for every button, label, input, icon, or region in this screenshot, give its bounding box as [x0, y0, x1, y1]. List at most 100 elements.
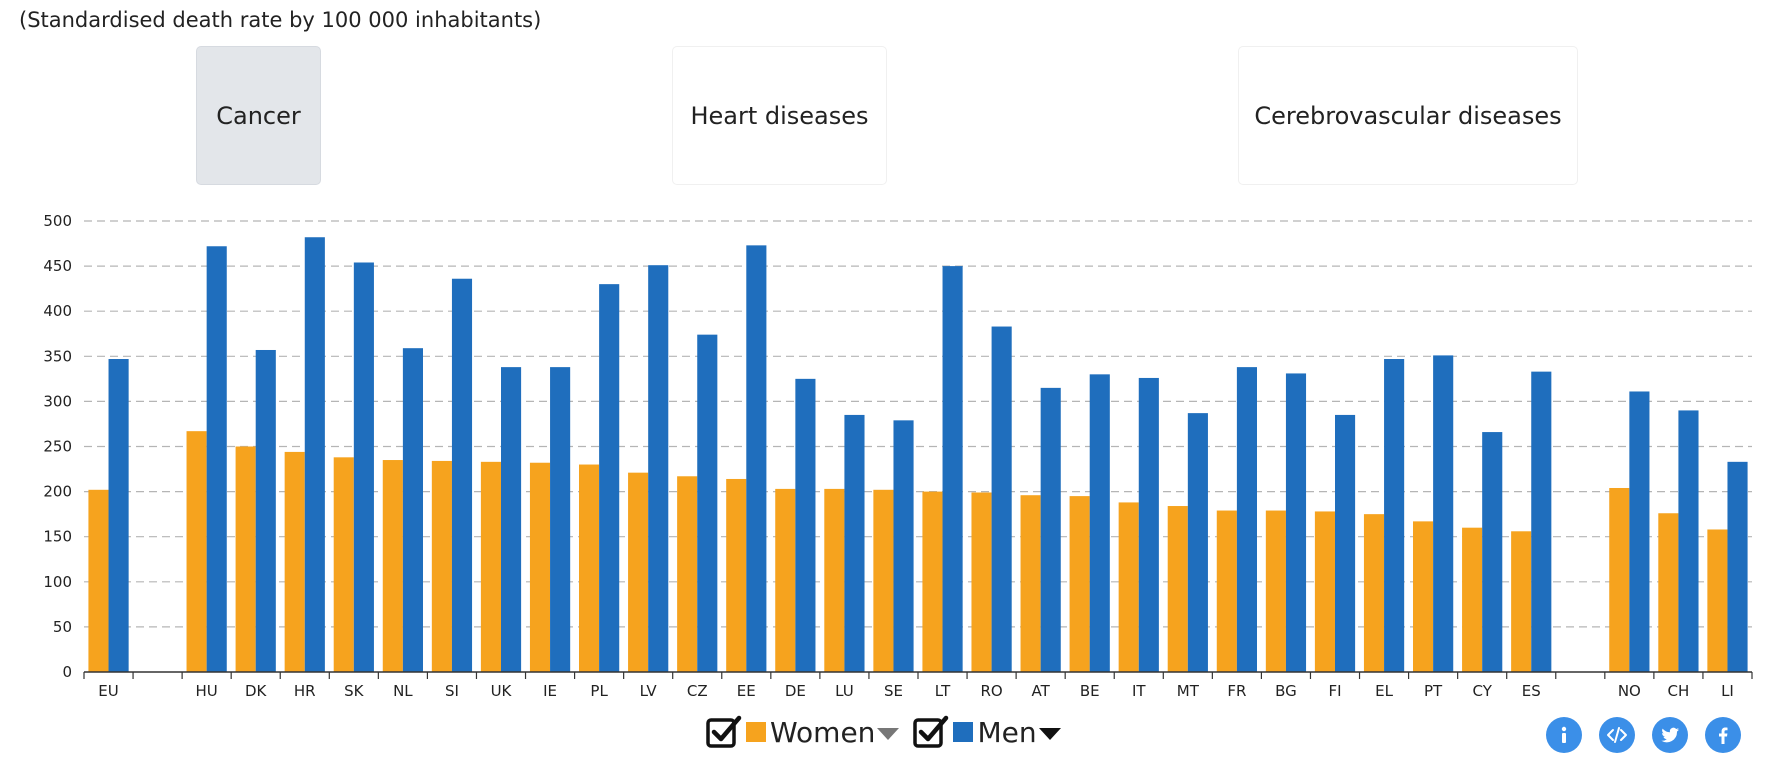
embed-icon[interactable] [1599, 717, 1635, 753]
x-tick-label: CH [1668, 682, 1690, 700]
x-tick-label: AT [1032, 682, 1051, 700]
caret-down-icon[interactable] [1038, 728, 1061, 740]
bar-men [1040, 387, 1061, 672]
y-tick-label: 150 [43, 528, 72, 546]
x-tick-label: LT [935, 682, 951, 700]
bar-women [1167, 506, 1188, 672]
checkbox-checked-icon[interactable] [706, 714, 742, 750]
bar-women [628, 472, 649, 672]
bar-men [746, 245, 767, 672]
bar-men [1187, 413, 1208, 672]
bar-men [1089, 374, 1110, 672]
bar-women [1658, 513, 1679, 672]
tab-cerebrovascular-diseases[interactable]: Cerebrovascular diseases [1238, 46, 1578, 185]
x-tick-label: EU [98, 682, 118, 700]
bar-women [971, 492, 992, 672]
y-tick-label: 400 [43, 302, 72, 320]
x-tick-label: BG [1275, 682, 1297, 700]
x-tick-label: PT [1424, 682, 1443, 700]
bar-men [1629, 391, 1650, 672]
x-tick-label: SE [884, 682, 903, 700]
legend-women-label: Women [770, 715, 876, 749]
y-tick-label: 350 [43, 347, 72, 365]
bar-men [206, 246, 227, 673]
bar-women [235, 446, 256, 672]
x-tick-label: LI [1721, 682, 1734, 700]
bar-men [1433, 355, 1454, 672]
x-tick-label: CY [1472, 682, 1492, 700]
x-tick-label: HU [196, 682, 218, 700]
x-tick-label: NO [1618, 682, 1641, 700]
bar-women [480, 461, 501, 672]
x-tick-label: MT [1177, 682, 1200, 700]
x-tick-label: LU [835, 682, 854, 700]
bar-men [402, 348, 423, 672]
x-tick-label: UK [491, 682, 513, 700]
bar-men [1531, 371, 1552, 672]
bar-women [382, 460, 403, 672]
x-tick-label: SI [445, 682, 459, 700]
bar-women [529, 462, 551, 672]
bar-women [824, 488, 845, 672]
bar-men [1384, 359, 1405, 672]
x-tick-label: NL [393, 682, 413, 700]
y-tick-label: 450 [43, 257, 72, 275]
bar-men [304, 237, 325, 672]
bar-men [1285, 373, 1307, 672]
x-tick-label: EE [737, 682, 756, 700]
bar-women [431, 460, 452, 672]
bar-women [1020, 495, 1041, 672]
bar-men [108, 359, 129, 672]
facebook-icon[interactable] [1705, 717, 1741, 753]
y-tick-label: 100 [43, 573, 72, 591]
x-tick-label: DK [245, 682, 268, 700]
tab-cancer-label: Cancer [216, 101, 301, 130]
tab-cerebrovascular-diseases-label: Cerebrovascular diseases [1254, 101, 1562, 130]
legend-item-women[interactable]: Women [706, 714, 900, 750]
x-tick-label: HR [294, 682, 316, 700]
x-tick-label: FI [1328, 682, 1341, 700]
x-tick-label: IE [543, 682, 557, 700]
bar-men [697, 334, 718, 672]
bar-women [873, 489, 894, 672]
x-tick-label: FR [1227, 682, 1246, 700]
bar-women [1363, 514, 1385, 672]
bar-men [1335, 414, 1356, 672]
legend: Women Men [706, 712, 1067, 752]
bar-men [648, 265, 669, 672]
bar-women [284, 451, 305, 672]
checkbox-checked-icon[interactable] [913, 714, 949, 750]
legend-item-men[interactable]: Men [913, 714, 1061, 750]
bar-women [1511, 531, 1532, 672]
bar-women [88, 489, 109, 672]
tab-heart-diseases-label: Heart diseases [690, 101, 869, 130]
caret-down-icon[interactable] [877, 728, 900, 740]
bar-women [579, 464, 600, 672]
x-axis: EU HU DK HR SK NL SI UK IE PL LV CZ EE DE LU SE LT RO AT BE… [83, 671, 1753, 700]
bar-men [942, 266, 963, 672]
bar-men [893, 420, 914, 672]
bar-women [1118, 502, 1139, 672]
bar-women [1707, 529, 1728, 672]
x-tick-label: IT [1132, 682, 1146, 700]
y-tick-label: 500 [43, 212, 72, 230]
bar-women [1609, 487, 1630, 672]
bar-women [1462, 527, 1483, 672]
x-tick-label: EL [1375, 682, 1393, 700]
bar-women [726, 478, 747, 672]
bar-women [1069, 496, 1090, 672]
bar-women [922, 491, 943, 672]
tab-heart-diseases[interactable]: Heart diseases [672, 46, 887, 185]
y-tick-label: 250 [43, 438, 72, 456]
bar-women [677, 476, 698, 672]
x-tick-label: RO [980, 682, 1002, 700]
men-swatch [953, 722, 974, 742]
twitter-icon[interactable] [1652, 717, 1688, 753]
tab-cancer[interactable]: Cancer [196, 46, 321, 185]
y-tick-label: 200 [43, 483, 72, 501]
x-tick-label: DE [785, 682, 806, 700]
bar-men [844, 414, 865, 672]
bar-men [501, 367, 522, 672]
info-icon[interactable] [1546, 717, 1582, 753]
bar-women [1216, 510, 1237, 672]
